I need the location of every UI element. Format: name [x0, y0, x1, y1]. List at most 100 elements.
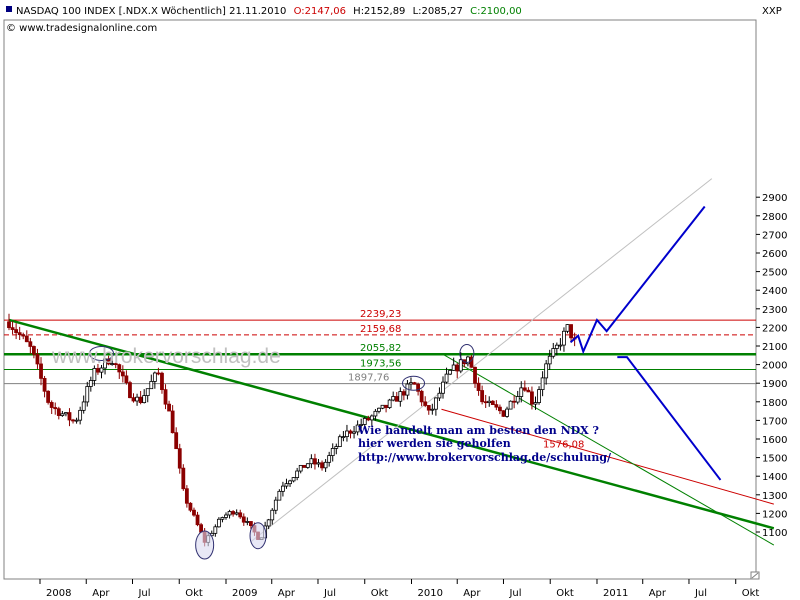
pattern-marker-4: [249, 522, 267, 550]
candle-7: [32, 345, 36, 359]
candle-155: [558, 338, 563, 351]
x-tick-label-14: Jul: [694, 588, 707, 599]
candle-20: [78, 406, 83, 425]
y-tick-label-2200: 2200: [762, 323, 787, 334]
candle-120: [433, 397, 438, 416]
level-annotation-0: 1576,08: [543, 439, 584, 450]
candle-108: [391, 391, 396, 402]
candle-140: [505, 406, 509, 418]
promo-line-3: http://www.brokervorschlag.de/schulung/: [358, 451, 612, 464]
candle-35: [131, 393, 136, 403]
candle-129: [466, 355, 470, 367]
candle-126: [455, 362, 460, 379]
level-label-0: 2239,23: [360, 309, 401, 320]
candle-76: [277, 489, 282, 501]
candle-156: [562, 327, 566, 352]
candle-26: [99, 364, 104, 379]
x-tick-label-5: Apr: [278, 588, 296, 599]
level-label-3: 1973,56: [360, 359, 401, 370]
candle-82: [298, 464, 303, 474]
candle-61: [224, 512, 228, 520]
candle-93: [337, 434, 342, 448]
candle-95: [345, 424, 349, 442]
candle-73: [266, 518, 271, 530]
candle-147: [530, 386, 534, 410]
promo-line-2: hier werden sie geholfen: [358, 437, 511, 450]
candle-68: [249, 521, 253, 529]
promo-line-1: Wie handelt man am besten den NDX ?: [357, 424, 599, 437]
candle-2: [14, 323, 19, 340]
y-tick-label-1200: 1200: [762, 509, 787, 520]
candle-43: [160, 371, 164, 394]
level-label-2: 2055,82: [360, 343, 401, 354]
candle-92: [334, 443, 339, 455]
candle-3: [17, 326, 22, 341]
candle-141: [508, 400, 513, 410]
candle-64: [234, 509, 239, 516]
header-high: H:2152,89: [353, 6, 405, 17]
candle-153: [551, 342, 556, 359]
y-tick-label-1900: 1900: [762, 379, 787, 390]
candle-133: [480, 385, 485, 405]
candle-122: [441, 376, 445, 399]
candle-37: [138, 390, 143, 405]
candle-96: [348, 429, 353, 439]
y-tick-label-2400: 2400: [762, 286, 787, 297]
candle-118: [426, 405, 431, 415]
candle-52: [192, 507, 196, 517]
candle-154: [554, 342, 559, 356]
candle-85: [309, 454, 314, 469]
candle-63: [231, 510, 236, 517]
candle-0: [7, 313, 11, 331]
candle-123: [444, 367, 449, 384]
candle-136: [490, 400, 495, 406]
x-tick-label-2: Jul: [137, 588, 150, 599]
candle-67: [245, 517, 250, 526]
header-square-icon: [6, 6, 12, 12]
candle-42: [156, 367, 161, 376]
candle-86: [313, 453, 317, 470]
candle-145: [522, 380, 527, 392]
candle-34: [128, 380, 132, 399]
candle-23: [88, 376, 93, 392]
candle-100: [362, 416, 367, 429]
trend-line-channel-lower: [441, 408, 774, 505]
candle-101: [366, 415, 371, 422]
candle-114: [412, 381, 417, 385]
svg-text:NASDAQ 100 INDEX [.NDX.X Wöch: NASDAQ 100 INDEX [.NDX.X Wöchentlich] 21…: [16, 6, 522, 17]
candle-116: [419, 389, 424, 407]
x-tick-label-9: Apr: [463, 588, 481, 599]
candle-75: [273, 496, 278, 515]
candle-32: [120, 365, 125, 383]
x-axis-ticks: 2008 Apr Jul Okt 2009 Apr Jul Okt 2010 Apr Jul Okt 2…: [39, 579, 759, 599]
candle-53: [195, 511, 200, 527]
pattern-markers: [88, 343, 475, 560]
candle-107: [387, 398, 392, 410]
pattern-marker-3: [195, 530, 215, 560]
x-tick-label-10: Jul: [508, 588, 521, 599]
candle-90: [327, 451, 332, 467]
candle-5: [24, 330, 29, 343]
x-tick-label-12: 2011: [603, 588, 628, 599]
candle-48: [177, 443, 182, 474]
candle-40: [149, 374, 154, 390]
x-tick-label-6: Jul: [323, 588, 336, 599]
resize-corner[interactable]: [750, 571, 760, 580]
candle-74: [270, 508, 275, 525]
y-tick-label-2100: 2100: [762, 342, 787, 353]
candle-134: [483, 394, 488, 408]
x-tick-label-1: Apr: [92, 588, 110, 599]
candle-102: [369, 414, 374, 426]
x-tick-label-11: Okt: [556, 588, 574, 599]
candle-143: [515, 390, 520, 405]
candle-58: [213, 524, 218, 537]
pattern-marker-1: [402, 375, 426, 391]
candle-62: [227, 509, 232, 519]
candle-150: [540, 371, 545, 397]
candle-109: [394, 392, 399, 402]
candle-125: [451, 357, 456, 371]
candle-83: [302, 464, 307, 468]
candle-1: [10, 321, 15, 335]
horizontal-levels: 2239,23 2159,68 2055,82 1973,56 1897,76 1576,…: [4, 309, 756, 450]
